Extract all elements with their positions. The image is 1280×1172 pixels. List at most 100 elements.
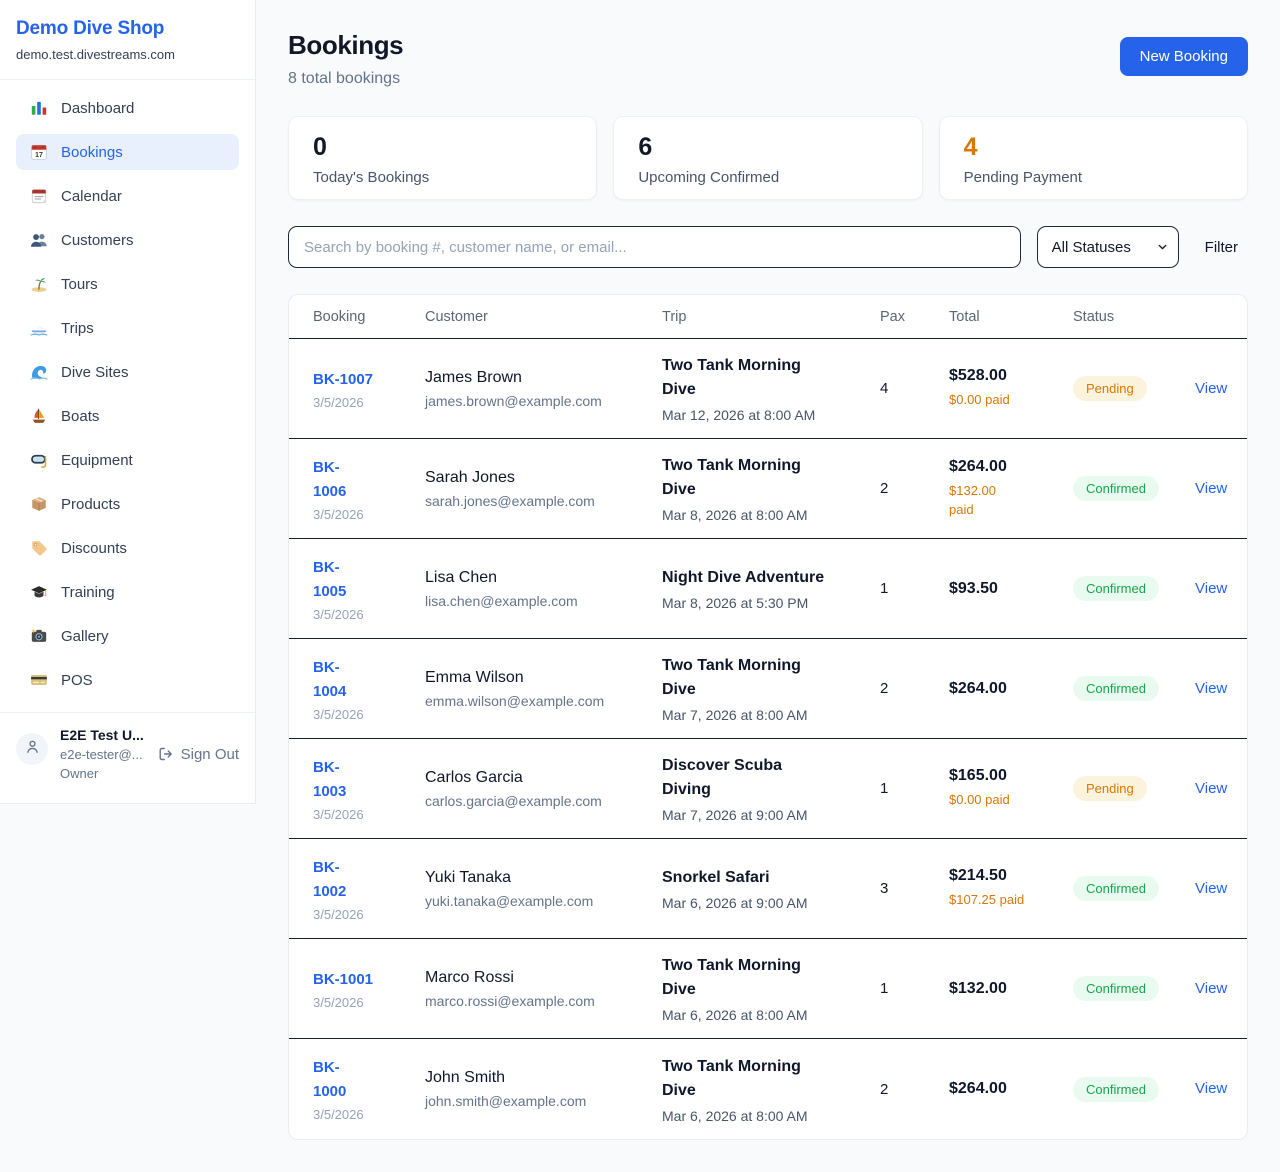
status-badge: Confirmed	[1073, 576, 1159, 601]
column-header-status: Status	[1073, 308, 1115, 325]
table-row: BK- 1003 3/5/2026 Carlos Garcia carlos.g…	[289, 739, 1247, 839]
pax-count: 1	[880, 580, 889, 597]
sidebar-item-trips[interactable]: Trips	[16, 310, 239, 346]
stat-label: Upcoming Confirmed	[638, 168, 780, 186]
trip-datetime: Mar 6, 2026 at 8:00 AM	[662, 1107, 808, 1124]
stat-value: 6	[638, 133, 653, 161]
view-link[interactable]: View	[1195, 1080, 1228, 1097]
booking-date: 3/5/2026	[313, 706, 364, 722]
sidebar-nav: Dashboard 17 Bookings Calendar Customers…	[0, 80, 255, 708]
booking-id-link[interactable]: BK- 1006	[313, 458, 347, 500]
sign-out-icon	[158, 746, 174, 762]
customer-email: james.brown@example.com	[425, 392, 602, 409]
customers-people-icon	[30, 231, 48, 249]
booking-id-link[interactable]: BK-1001	[313, 970, 374, 988]
sidebar-item-gallery[interactable]: Gallery	[16, 618, 239, 654]
pax-count: 4	[880, 380, 889, 397]
status-badge: Confirmed	[1073, 676, 1159, 701]
view-link[interactable]: View	[1195, 979, 1228, 997]
sidebar-item-label: Customers	[61, 231, 134, 249]
status-badge: Confirmed	[1073, 1076, 1159, 1102]
table-row: BK- 1005 3/5/2026 Lisa Chen lisa.chen@ex…	[289, 539, 1247, 639]
sidebar-item-discounts[interactable]: Discounts	[16, 530, 239, 566]
paid-amount: $107.25 paid	[949, 892, 1025, 908]
paid-amount: $132.00 paid	[949, 482, 996, 518]
view-link[interactable]: View	[1195, 579, 1228, 597]
svg-text:17: 17	[35, 152, 43, 159]
sidebar-item-calendar[interactable]: Calendar	[16, 178, 239, 214]
trip-datetime: Mar 7, 2026 at 9:00 AM	[662, 807, 808, 823]
pos-card-icon	[30, 671, 48, 689]
trip-name: Two Tank Morning Dive	[662, 657, 801, 698]
total-amount: $214.50	[949, 867, 1007, 885]
sidebar-item-label: Calendar	[61, 187, 122, 205]
customer-email: yuki.tanaka@example.com	[425, 892, 594, 909]
view-link[interactable]: View	[1195, 379, 1228, 397]
user-email: e2e-tester@...	[60, 747, 143, 762]
sidebar-item-training[interactable]: Training	[16, 574, 239, 610]
trip-datetime: Mar 8, 2026 at 8:00 AM	[662, 507, 808, 523]
total-amount: $264.00	[949, 1080, 1007, 1097]
customer-name: Marco Rossi	[425, 968, 514, 986]
sidebar-item-customers[interactable]: Customers	[16, 222, 239, 258]
sidebar-item-products[interactable]: Products	[16, 486, 239, 522]
booking-id-link[interactable]: BK-1007	[313, 370, 374, 388]
booking-date: 3/5/2026	[313, 994, 364, 1010]
sign-out-button[interactable]: Sign Out	[158, 746, 239, 763]
view-link[interactable]: View	[1195, 679, 1228, 697]
trip-datetime: Mar 12, 2026 at 8:00 AM	[662, 407, 816, 423]
booking-id-link[interactable]: BK- 1003	[313, 758, 347, 800]
customer-email: lisa.chen@example.com	[425, 592, 578, 609]
stat-label: Pending Payment	[963, 168, 1083, 186]
tours-island-icon	[30, 275, 48, 293]
sidebar-item-bookings[interactable]: 17 Bookings	[16, 134, 239, 170]
discounts-tag-icon	[30, 539, 48, 557]
booking-date: 3/5/2026	[313, 506, 364, 522]
total-amount: $264.00	[949, 457, 1007, 475]
equipment-mask-icon	[30, 451, 48, 469]
filter-button[interactable]: Filter	[1195, 239, 1248, 256]
sidebar-item-label: Bookings	[61, 143, 123, 161]
view-link[interactable]: View	[1195, 879, 1228, 897]
booking-id-link[interactable]: BK- 1000	[313, 1059, 347, 1100]
table-row: BK-1001 3/5/2026 Marco Rossi marco.rossi…	[289, 939, 1247, 1039]
table-row: BK- 1004 3/5/2026 Emma Wilson emma.wilso…	[289, 639, 1247, 739]
sidebar-item-pos[interactable]: POS	[16, 662, 239, 698]
status-select[interactable]: All Statuses	[1036, 226, 1179, 268]
sidebar-item-label: Gallery	[61, 627, 109, 645]
sidebar-item-dashboard[interactable]: Dashboard	[16, 90, 239, 126]
main-content: Bookings 8 total bookings New Booking 0 …	[256, 0, 1280, 1172]
booking-id-link[interactable]: BK- 1004	[313, 658, 347, 700]
sidebar-item-boats[interactable]: Boats	[16, 398, 239, 434]
sidebar-item-label: Equipment	[61, 451, 133, 469]
view-link[interactable]: View	[1195, 479, 1228, 497]
table-header: Booking Customer Trip Pax Total Status	[289, 295, 1247, 339]
column-header-booking: Booking	[313, 308, 366, 325]
pax-count: 1	[880, 780, 889, 797]
sidebar-item-tours[interactable]: Tours	[16, 266, 239, 302]
view-link[interactable]: View	[1195, 779, 1228, 797]
customer-name: Sarah Jones	[425, 468, 515, 486]
trip-name: Two Tank Morning Dive	[662, 1057, 801, 1099]
status-badge: Pending	[1073, 376, 1147, 401]
column-header-customer: Customer	[425, 308, 488, 325]
booking-id-link[interactable]: BK- 1002	[313, 858, 347, 900]
customer-name: Emma Wilson	[425, 668, 524, 686]
pax-count: 2	[880, 680, 889, 697]
status-badge: Confirmed	[1073, 476, 1159, 501]
table-row: BK- 1000 3/5/2026 John Smith john.smith@…	[289, 1039, 1247, 1139]
customer-email: emma.wilson@example.com	[425, 692, 605, 709]
customer-name: Lisa Chen	[425, 568, 498, 586]
trip-name: Discover Scuba Diving	[662, 757, 783, 798]
trip-datetime: Mar 7, 2026 at 8:00 AM	[662, 707, 808, 723]
booking-id-link[interactable]: BK- 1005	[313, 558, 347, 600]
booking-date: 3/5/2026	[313, 394, 364, 410]
sidebar-item-dive-sites[interactable]: Dive Sites	[16, 354, 239, 390]
pax-count: 1	[880, 980, 889, 997]
customer-email: john.smith@example.com	[425, 1093, 587, 1109]
sidebar-item-label: Trips	[61, 319, 94, 337]
search-input[interactable]	[288, 226, 1021, 268]
status-badge: Confirmed	[1073, 876, 1159, 901]
new-booking-button[interactable]: New Booking	[1119, 37, 1248, 76]
sidebar-item-equipment[interactable]: Equipment	[16, 442, 239, 478]
